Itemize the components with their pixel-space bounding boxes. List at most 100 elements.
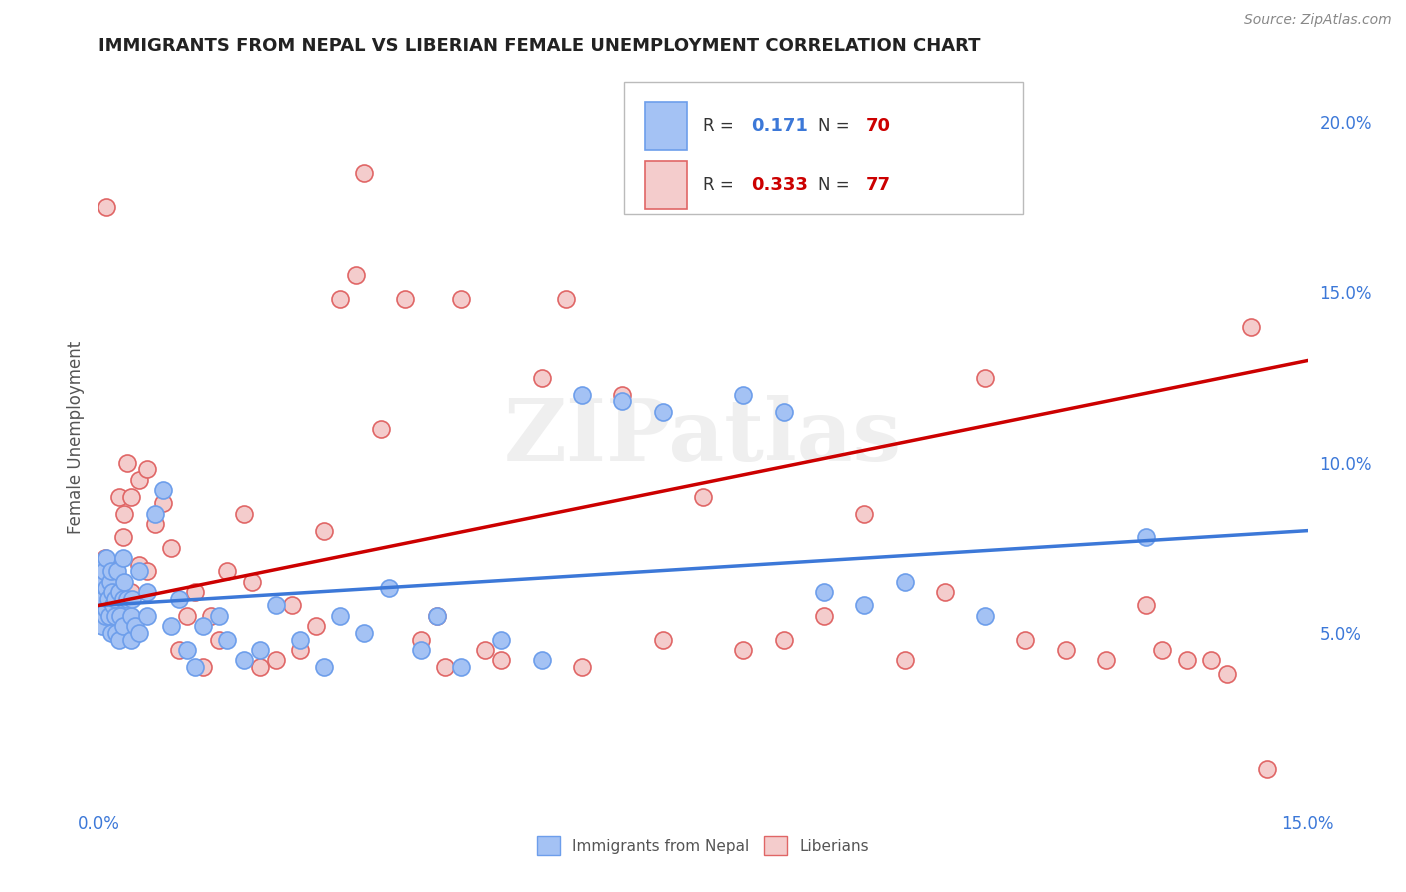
Point	[434, 659, 457, 673]
Point	[115, 456, 138, 470]
Point	[474, 642, 496, 657]
Point	[176, 608, 198, 623]
Point	[124, 619, 146, 633]
Point	[651, 632, 673, 647]
Point	[111, 591, 134, 606]
Point	[94, 550, 117, 565]
Point	[176, 642, 198, 657]
Point	[893, 574, 915, 589]
Point	[111, 531, 134, 545]
Point	[853, 599, 876, 613]
Point	[97, 574, 120, 589]
Point	[93, 565, 115, 579]
Point	[377, 582, 399, 596]
Point	[112, 574, 135, 589]
Point	[426, 608, 449, 623]
Point	[329, 608, 352, 623]
Y-axis label: Female Unemployment: Female Unemployment	[66, 341, 84, 533]
Point	[394, 293, 416, 307]
Point	[893, 653, 915, 667]
Point	[974, 608, 997, 623]
Point	[105, 585, 128, 599]
Point	[208, 608, 231, 623]
Point	[772, 632, 794, 647]
Point	[772, 404, 794, 418]
Point	[409, 632, 432, 647]
Point	[426, 608, 449, 623]
Point	[208, 632, 231, 647]
Point	[733, 642, 755, 657]
Point	[107, 490, 129, 504]
Point	[100, 565, 122, 579]
Point	[1216, 666, 1239, 681]
Point	[94, 608, 117, 623]
Point	[152, 483, 174, 497]
Text: R =: R =	[703, 117, 740, 136]
Point	[96, 602, 118, 616]
Point	[101, 585, 124, 599]
FancyBboxPatch shape	[645, 103, 688, 150]
Point	[108, 608, 131, 623]
Point	[89, 585, 111, 599]
Point	[733, 387, 755, 401]
Point	[249, 642, 271, 657]
Point	[530, 653, 553, 667]
Point	[101, 599, 124, 613]
Point	[232, 507, 254, 521]
Point	[344, 268, 367, 283]
Text: 70: 70	[866, 117, 891, 136]
Point	[193, 659, 215, 673]
Point	[555, 293, 578, 307]
Point	[813, 608, 835, 623]
Point	[121, 591, 143, 606]
Text: 0.171: 0.171	[751, 117, 808, 136]
Point	[98, 558, 121, 572]
Point	[167, 591, 190, 606]
Point	[91, 558, 114, 572]
Point	[692, 490, 714, 504]
Point	[135, 585, 157, 599]
Point	[571, 659, 593, 673]
Point	[105, 565, 128, 579]
Point	[288, 632, 311, 647]
Point	[160, 619, 183, 633]
Point	[94, 582, 117, 596]
Point	[217, 565, 239, 579]
Point	[152, 496, 174, 510]
Point	[353, 625, 375, 640]
Point	[651, 404, 673, 418]
Point	[97, 591, 120, 606]
Point	[491, 632, 513, 647]
Text: 0.333: 0.333	[751, 176, 808, 194]
Point	[409, 642, 432, 657]
Point	[1095, 653, 1118, 667]
Text: ZIPatlas: ZIPatlas	[503, 395, 903, 479]
Point	[128, 625, 150, 640]
Point	[135, 608, 157, 623]
Point	[853, 507, 876, 521]
Point	[1135, 599, 1157, 613]
Point	[305, 619, 328, 633]
Point	[184, 659, 207, 673]
Point	[167, 642, 190, 657]
Point	[91, 608, 114, 623]
Point	[89, 585, 111, 599]
Point	[128, 473, 150, 487]
Point	[193, 619, 215, 633]
Point	[1135, 531, 1157, 545]
Point	[450, 293, 472, 307]
Text: N =: N =	[818, 176, 855, 194]
Point	[100, 619, 122, 633]
Point	[530, 370, 553, 384]
Point	[96, 550, 118, 565]
Point	[103, 591, 125, 606]
Point	[107, 585, 129, 599]
Point	[100, 625, 122, 640]
Point	[813, 585, 835, 599]
Point	[101, 591, 124, 606]
Point	[264, 599, 287, 613]
Point	[91, 619, 114, 633]
FancyBboxPatch shape	[624, 82, 1024, 214]
Point	[120, 632, 142, 647]
Point	[120, 490, 142, 504]
